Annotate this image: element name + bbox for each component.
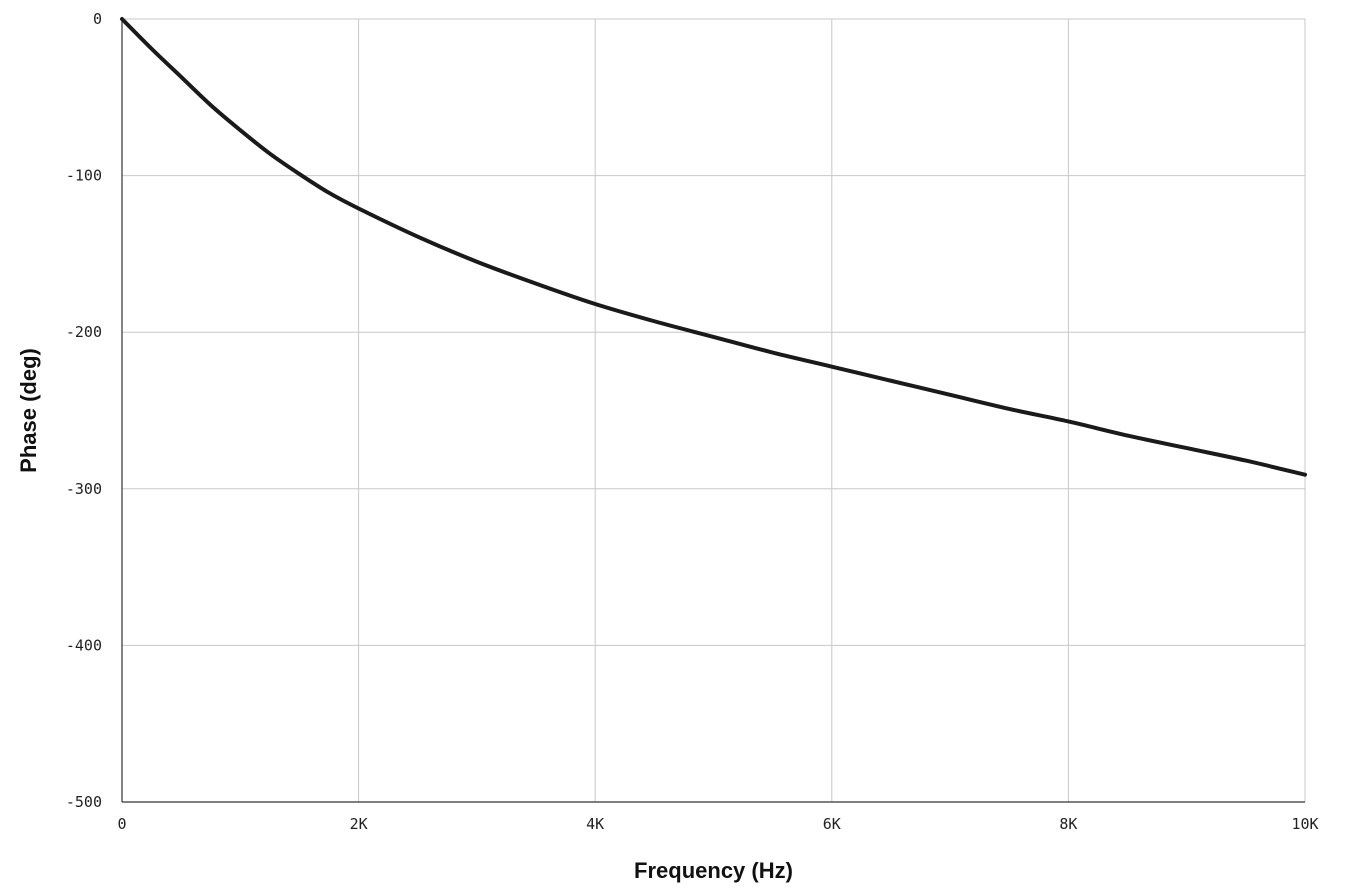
y-gridlines [122, 18, 1305, 646]
series-group [120, 17, 1307, 477]
y-tick-label: -500 [66, 793, 102, 811]
x-tick-labels: 0 2K 4K 6K 8K 10K [117, 815, 1318, 833]
y-tick-label: -200 [66, 323, 102, 341]
x-axis-title: Frequency (Hz) [634, 858, 793, 883]
y-tick-label: -300 [66, 480, 102, 498]
x-tick-label: 6K [823, 815, 841, 833]
x-tick-label: 8K [1059, 815, 1077, 833]
y-tick-label: -400 [66, 636, 102, 654]
x-tick-label: 0 [117, 815, 126, 833]
y-tick-label: -100 [66, 167, 102, 185]
x-tick-label: 10K [1291, 815, 1318, 833]
x-tick-label: 2K [350, 815, 368, 833]
x-gridlines [358, 19, 1306, 802]
x-tick-label: 4K [586, 815, 604, 833]
y-axis-title: Phase (deg) [16, 348, 41, 473]
series-line [120, 17, 1307, 477]
y-tick-labels: 0 -100 -200 -300 -400 -500 [66, 10, 102, 811]
y-tick-label: 0 [93, 10, 102, 28]
